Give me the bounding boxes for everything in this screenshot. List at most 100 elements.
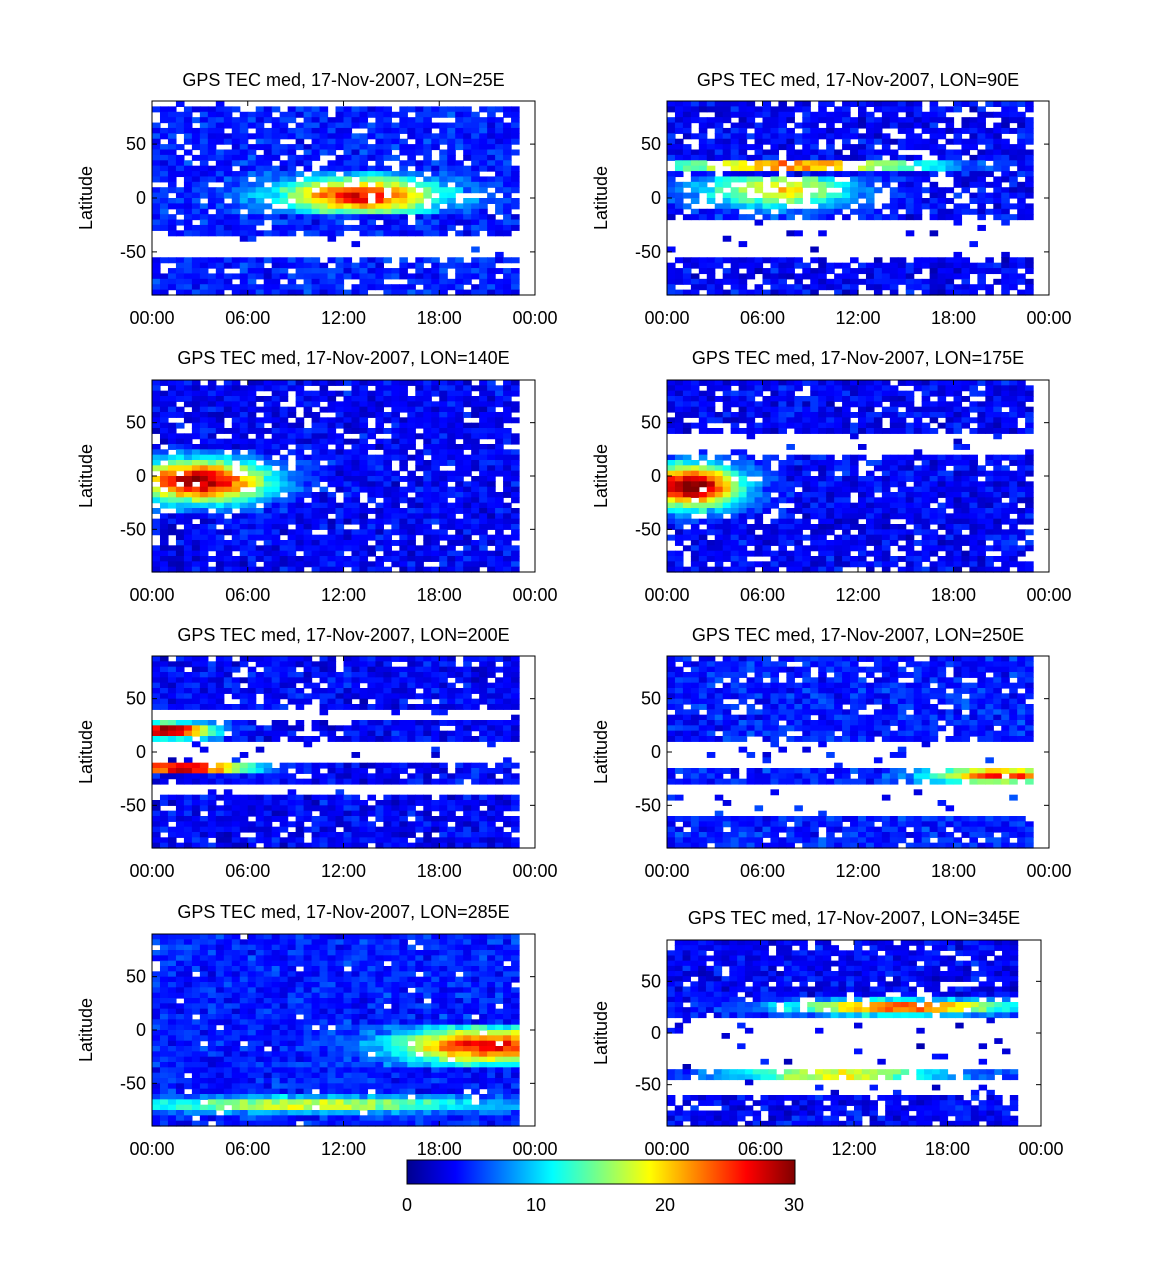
heatmap-cell: [199, 122, 209, 129]
heatmap-cell: [415, 385, 424, 392]
heatmap-cell: [343, 257, 353, 264]
heatmap-cell: [706, 497, 716, 504]
heatmap-cell: [690, 406, 700, 413]
heatmap-cell: [714, 187, 724, 194]
heatmap-cell: [913, 481, 923, 488]
heatmap-cell: [271, 278, 281, 285]
heatmap-cell: [961, 550, 971, 557]
heatmap-cell: [913, 160, 923, 167]
heatmap-cell: [471, 508, 480, 514]
heatmap-cell: [407, 133, 416, 140]
heatmap-cell: [175, 203, 185, 210]
heatmap-cell: [303, 187, 313, 194]
heatmap-cell: [826, 160, 835, 167]
heatmap-cell: [1001, 149, 1010, 156]
heatmap-cell: [667, 396, 676, 402]
heatmap-cell: [455, 289, 464, 296]
heatmap-cell: [463, 176, 472, 183]
heatmap-cell: [698, 165, 708, 172]
heatmap-cell: [231, 481, 241, 488]
heatmap-cell: [263, 561, 273, 568]
heatmap-cell: [674, 534, 684, 541]
heatmap-cell: [1001, 203, 1010, 210]
heatmap-cell: [969, 561, 978, 568]
heatmap-cell: [295, 219, 305, 226]
heatmap-cell: [359, 422, 369, 429]
heatmap-cell: [889, 176, 899, 183]
heatmap-cell: [889, 465, 899, 472]
heatmap-cell: [667, 428, 676, 434]
heatmap-cell: [455, 428, 464, 434]
heatmap-cell: [873, 187, 883, 194]
heatmap-cell: [495, 127, 504, 134]
heatmap-cell: [279, 476, 289, 482]
heatmap-cell: [399, 428, 408, 434]
heatmap-cell: [953, 154, 963, 161]
heatmap-cell: [255, 198, 265, 204]
heatmap-cell: [183, 390, 193, 397]
heatmap-cell: [706, 428, 716, 434]
heatmap-cell: [730, 412, 740, 418]
heatmap-cell: [152, 401, 161, 408]
heatmap-cell: [319, 165, 329, 172]
heatmap-cell: [850, 540, 859, 546]
heatmap-cell: [706, 144, 716, 151]
heatmap-cell: [335, 524, 345, 530]
heatmap-cell: [826, 454, 835, 461]
heatmap-cell: [754, 262, 764, 269]
heatmap-cell: [762, 422, 772, 429]
heatmap-cell: [770, 144, 780, 151]
heatmap-cell: [714, 465, 724, 472]
heatmap-cell: [794, 278, 803, 285]
heatmap-cell: [175, 219, 185, 226]
heatmap-cell: [889, 106, 899, 113]
heatmap-cell: [881, 550, 891, 557]
heatmap-cell: [247, 198, 257, 204]
heatmap-cell: [175, 192, 185, 199]
heatmap-cell: [495, 224, 504, 231]
heatmap-cell: [247, 154, 257, 161]
heatmap-cell: [383, 273, 392, 280]
heatmap-cell: [961, 497, 971, 504]
heatmap-cell: [913, 144, 923, 151]
heatmap-cell: [850, 257, 859, 264]
heatmap-cell: [770, 566, 780, 573]
heatmap-cell: [865, 534, 875, 541]
heatmap-cell: [865, 268, 875, 275]
heatmap-cell: [271, 214, 281, 221]
heatmap-cell: [439, 380, 448, 386]
heatmap-cell: [881, 561, 891, 568]
heatmap-cell: [159, 524, 169, 530]
heatmap-cell: [311, 422, 321, 429]
heatmap-cell: [706, 268, 716, 275]
heatmap-cell: [183, 214, 193, 221]
heatmap-cell: [327, 144, 337, 151]
heatmap-cell: [279, 214, 289, 221]
heatmap-cell: [722, 380, 732, 386]
heatmap-cell: [399, 513, 408, 520]
heatmap-cell: [327, 165, 337, 172]
heatmap-cell: [359, 390, 369, 397]
heatmap-cell: [175, 289, 185, 296]
heatmap-cell: [383, 428, 392, 434]
heatmap-cell: [770, 262, 780, 269]
heatmap-cell: [247, 278, 257, 285]
heatmap-cell: [818, 486, 827, 493]
heatmap-cell: [674, 278, 684, 285]
heatmap-cell: [698, 176, 708, 183]
heatmap-cell: [447, 127, 456, 134]
heatmap-cell: [351, 138, 361, 145]
heatmap-cell: [239, 529, 249, 536]
heatmap-cell: [367, 144, 377, 151]
heatmap-cell: [215, 127, 225, 134]
heatmap-cell: [343, 133, 353, 140]
heatmap-cell: [319, 380, 329, 386]
heatmap-cell: [327, 518, 337, 525]
heatmap-cell: [730, 144, 740, 151]
heatmap-cell: [714, 561, 724, 568]
heatmap-cell: [881, 502, 891, 509]
heatmap-cell: [415, 556, 424, 562]
heatmap-cell: [383, 257, 392, 264]
heatmap-cell: [463, 181, 472, 188]
heatmap-cell: [327, 273, 337, 280]
